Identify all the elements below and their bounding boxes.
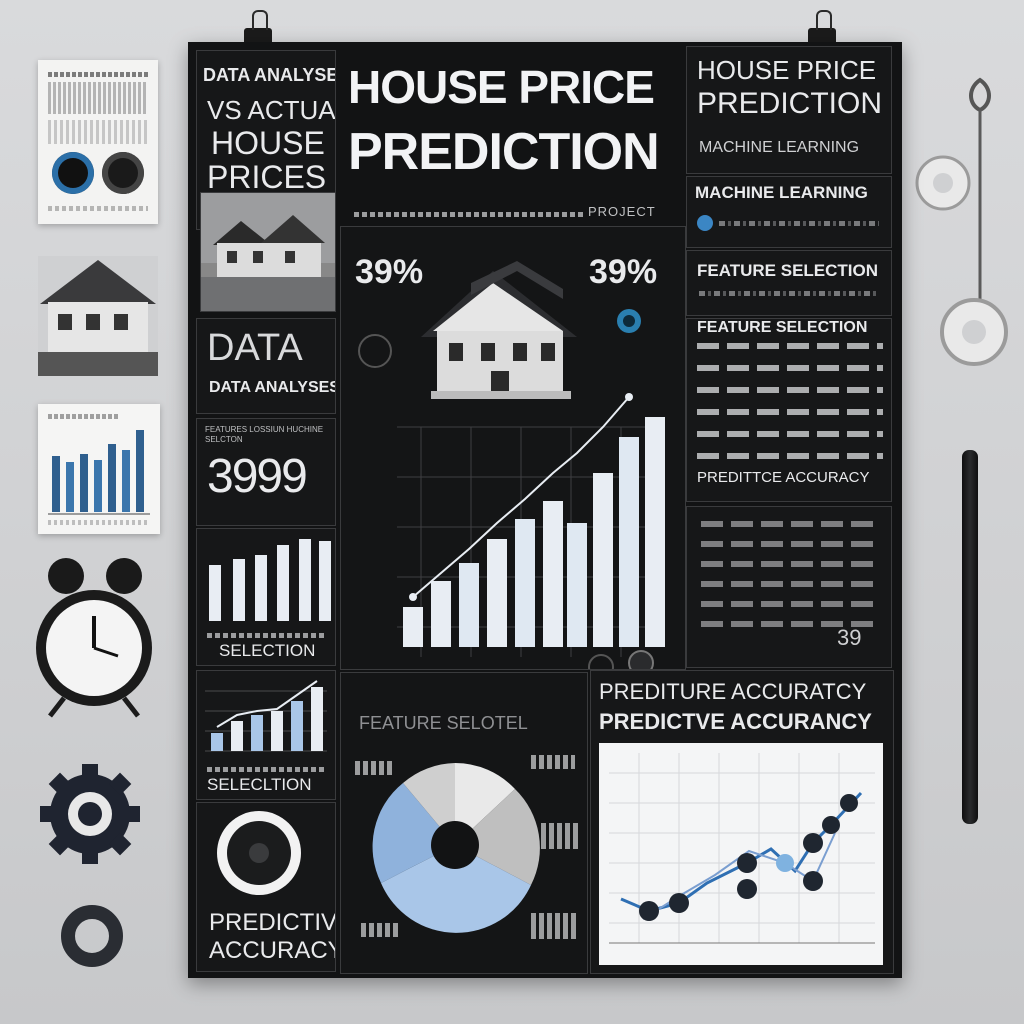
ring-icon (61, 905, 123, 967)
line-chart-card (599, 743, 883, 965)
blue-dot-icon (697, 215, 713, 231)
right-accuracy: PREDITTCE ACCURACY (697, 469, 870, 486)
left-line-chart (205, 680, 327, 752)
donut-gauge-icon (217, 811, 301, 895)
house-illustration (38, 256, 158, 376)
right-title-1: HOUSE PRICE (697, 55, 877, 85)
right-feature-panel-2: FEATURE SELECTION PREDITTCE ACCURACY (686, 318, 892, 502)
left-number-panel: FEATURES LOSSIUN HUCHINE SELCTON 3999 (196, 418, 336, 526)
wrench-hook-icon (969, 77, 991, 310)
center-chart-panel: 39% 39% (340, 226, 686, 670)
right-feature-panel-1: FEATURE SELECTION (686, 250, 892, 316)
right-feature-1: FEATURE SELECTION (697, 261, 879, 280)
large-gear-icon (940, 298, 1008, 366)
selection-1: SELECTION (219, 641, 316, 660)
house-photo-card (38, 256, 158, 376)
bottom-heading-2: PREDICTVE ACCURANCY (599, 709, 872, 734)
mini-bar-chart (48, 430, 150, 515)
left-line-panel: SELECLTION (196, 670, 336, 800)
big-number: 3999 (207, 450, 308, 503)
poster: DATA ANALYSES VS ACTUAL HOUSE PRICES DAT… (188, 42, 902, 978)
predictive-label: PREDICTIVE (209, 909, 336, 936)
blue-circle-icon (52, 152, 94, 194)
right-title-panel: HOUSE PRICE PREDICTION MACHINE LEARNING (686, 46, 892, 174)
left-bars-panel: SELECTION (196, 528, 336, 666)
paper-card-chart (38, 60, 158, 224)
data-analysis-label: DATA ANALYSES (209, 379, 336, 396)
selection-2: SELECLTION (207, 775, 312, 794)
house-photo-illustration (201, 193, 335, 311)
left-accuracy-panel: PREDICTIVE ACCURACY (196, 802, 336, 972)
center-pie-panel: FEATURE SELOTEL (340, 672, 588, 974)
left-heading-3: HOUSE (211, 125, 325, 161)
left-heading-1: DATA ANALYSES (203, 65, 336, 85)
stat-right: 39% (589, 253, 658, 291)
amber-circle-icon (102, 152, 144, 194)
left-data-panel: DATA DATA ANALYSES (196, 318, 336, 414)
poster-title-line1: HOUSE PRICE (348, 61, 655, 113)
center-title-panel: HOUSE PRICE PREDICTION (340, 46, 680, 196)
paper-card-bars (38, 404, 160, 534)
accuracy-label: ACCURACY (209, 937, 336, 964)
center-house-and-chart (358, 261, 665, 669)
right-ml-2: MACHINE LEARNING (695, 183, 868, 202)
gear-icon (40, 764, 140, 864)
left-heading-2: VS ACTUAL (207, 95, 336, 125)
bottom-right-panel: PREDITURE ACCURATCY PREDICTVE ACCURANCY (590, 670, 894, 974)
pen (962, 450, 978, 824)
bottom-heading-1: PREDITURE ACCURATCY (599, 679, 867, 704)
left-heading-4: PRICES (207, 159, 327, 195)
right-feature-2: FEATURE SELECTION (697, 319, 868, 336)
stat-left: 39% (355, 253, 424, 291)
accuracy-line-chart (609, 753, 875, 944)
noise-text (207, 633, 327, 638)
subtitle: PROJECT (588, 204, 656, 219)
pie-chart (372, 762, 540, 933)
alarm-clock-icon (36, 558, 152, 718)
right-ml-1: MACHINE LEARNING (699, 139, 860, 156)
small-heading: FEATURES LOSSIUN HUCHINE SELCTON (205, 425, 324, 444)
subtitle-noise (354, 212, 584, 217)
data-label: DATA (207, 327, 303, 369)
right-stat: 39 (837, 625, 862, 650)
left-house-photo (200, 192, 336, 312)
right-table-panel: 39 (686, 506, 892, 668)
left-bar-chart (209, 539, 331, 621)
right-title-2: PREDICTION (697, 87, 883, 120)
small-gear-icon (915, 155, 971, 211)
feature-selotel: FEATURE SELOTEL (359, 713, 528, 733)
right-ml-panel: MACHINE LEARNING (686, 176, 892, 248)
poster-title-line2: PREDICTION (348, 123, 660, 181)
